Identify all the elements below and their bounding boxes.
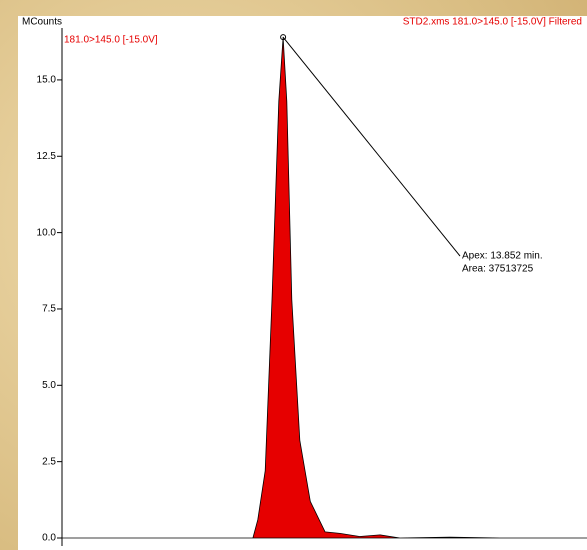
annotation: Apex: 13.852 min.	[462, 251, 543, 262]
file-label: STD2.xms 181.0>145.0 [-15.0V] Filtered	[403, 17, 582, 28]
y-tick-label: 7.5	[42, 304, 56, 315]
peak-area	[61, 36, 587, 539]
y-tick-label: 2.5	[42, 456, 56, 467]
y-axis-label: MCounts	[22, 17, 62, 28]
y-tick-label: 15.0	[37, 75, 57, 86]
trace-label: 181.0>145.0 [-15.0V]	[64, 35, 158, 46]
y-tick-label: 10.0	[37, 227, 57, 238]
y-tick-label: 12.5	[37, 151, 57, 162]
y-tick-label: 5.0	[42, 380, 56, 391]
y-tick-label: 0.0	[42, 533, 56, 544]
annotation: Area: 37513725	[462, 264, 534, 275]
apex-marker	[280, 34, 287, 41]
annotation-leader	[282, 36, 461, 257]
